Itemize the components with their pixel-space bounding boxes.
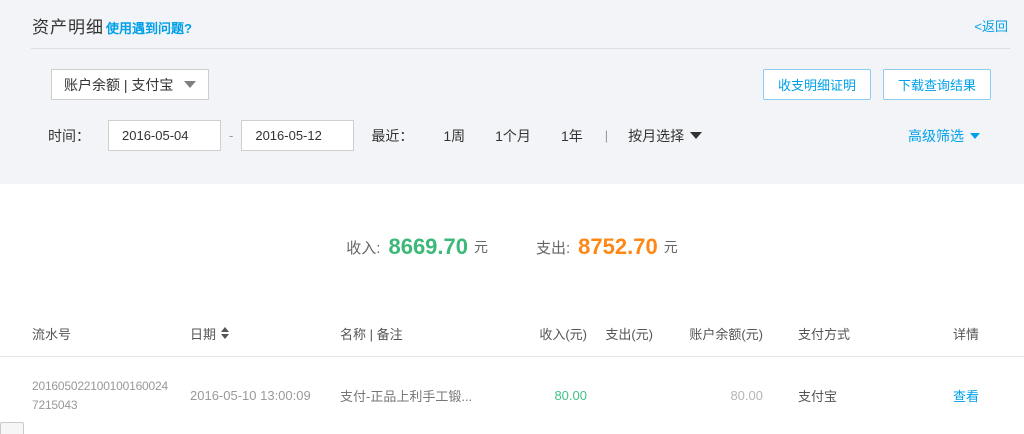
cell-name: 支付-正品上利手工锻... bbox=[340, 389, 473, 404]
recent-option-1week[interactable]: 1周 bbox=[443, 127, 466, 144]
recent-option-1year[interactable]: 1年 bbox=[560, 127, 583, 144]
top-buttons: 收支明细证明 下载查询结果 bbox=[762, 69, 991, 100]
income-label: 收入: bbox=[346, 239, 381, 257]
download-results-button[interactable]: 下载查询结果 bbox=[882, 69, 991, 100]
col-header-date-label: 日期 bbox=[190, 326, 217, 342]
col-header-date[interactable]: 日期 bbox=[190, 324, 340, 343]
col-header-method: 支付方式 bbox=[798, 326, 851, 342]
table-row: 2016050221001001600247215043 2016-05-10 … bbox=[0, 357, 1024, 434]
filter-section: 资产明细 使用遇到问题? <返回 账户余额 | 支付宝 收支明细证明 下载查询结… bbox=[0, 0, 1024, 184]
col-header-serial: 流水号 bbox=[32, 326, 72, 342]
view-detail-link[interactable]: 查看 bbox=[953, 388, 980, 404]
date-to-input[interactable] bbox=[241, 120, 355, 151]
cell-balance: 80.00 bbox=[730, 388, 763, 403]
time-label: 时间： bbox=[48, 127, 90, 144]
partial-corner-widget[interactable] bbox=[0, 422, 24, 434]
recent-label: 最近： bbox=[371, 127, 414, 144]
date-from-input[interactable] bbox=[108, 120, 221, 151]
cell-serial-number: 2016050221001001600247215043 bbox=[32, 378, 168, 412]
help-link[interactable]: 使用遇到问题? bbox=[106, 21, 192, 36]
advanced-filter-label: 高级筛选 bbox=[908, 127, 964, 144]
chevron-down-icon bbox=[690, 132, 703, 139]
account-type-select[interactable]: 账户余额 | 支付宝 bbox=[51, 69, 209, 100]
cell-date: 2016-05-10 13:00:09 bbox=[190, 388, 311, 403]
cell-income: 80.00 bbox=[554, 388, 587, 403]
options-separator: | bbox=[604, 128, 609, 143]
statement-proof-button[interactable]: 收支明细证明 bbox=[762, 69, 871, 100]
page-title: 资产明细 bbox=[32, 18, 104, 37]
sort-icon[interactable] bbox=[221, 327, 230, 339]
title-divider bbox=[31, 48, 1010, 49]
summary-bar: 收入: 8669.70 元 支出: 8752.70 元 bbox=[0, 230, 1024, 264]
month-select-label: 按月选择 bbox=[628, 127, 685, 144]
cell-payment-method: 支付宝 bbox=[798, 389, 838, 404]
time-filter-row: 时间： - 最近： 1周 1个月 1年 | 按月选择 高级筛选 bbox=[48, 120, 980, 151]
income-total: 8669.70 bbox=[388, 234, 468, 259]
back-link[interactable]: <返回 bbox=[974, 19, 1008, 34]
col-header-name: 名称 | 备注 bbox=[340, 326, 403, 342]
transactions-table: 流水号 日期 名称 | 备注 收入(元) 支出(元) 账户余额(元) 支付方式 … bbox=[0, 310, 1024, 434]
account-type-select-value: 账户余额 | 支付宝 bbox=[64, 76, 174, 93]
date-separator: - bbox=[229, 128, 234, 143]
chevron-down-icon bbox=[184, 81, 196, 88]
expense-total: 8752.70 bbox=[578, 234, 658, 259]
expense-label: 支出: bbox=[536, 239, 571, 257]
col-header-income: 收入(元) bbox=[539, 326, 587, 342]
cell-detail: 查看 bbox=[883, 386, 1024, 406]
expense-unit: 元 bbox=[663, 239, 678, 255]
col-header-detail: 详情 bbox=[953, 326, 980, 342]
col-header-balance: 账户余额(元) bbox=[689, 326, 763, 342]
income-unit: 元 bbox=[474, 239, 488, 255]
advanced-filter-toggle[interactable]: 高级筛选 bbox=[908, 126, 980, 146]
chevron-down-icon bbox=[970, 132, 980, 139]
month-select-dropdown[interactable]: 按月选择 bbox=[628, 126, 703, 146]
recent-option-1month[interactable]: 1个月 bbox=[495, 127, 531, 144]
table-header-row: 流水号 日期 名称 | 备注 收入(元) 支出(元) 账户余额(元) 支付方式 … bbox=[0, 310, 1024, 357]
col-header-expense: 支出(元) bbox=[605, 326, 653, 342]
